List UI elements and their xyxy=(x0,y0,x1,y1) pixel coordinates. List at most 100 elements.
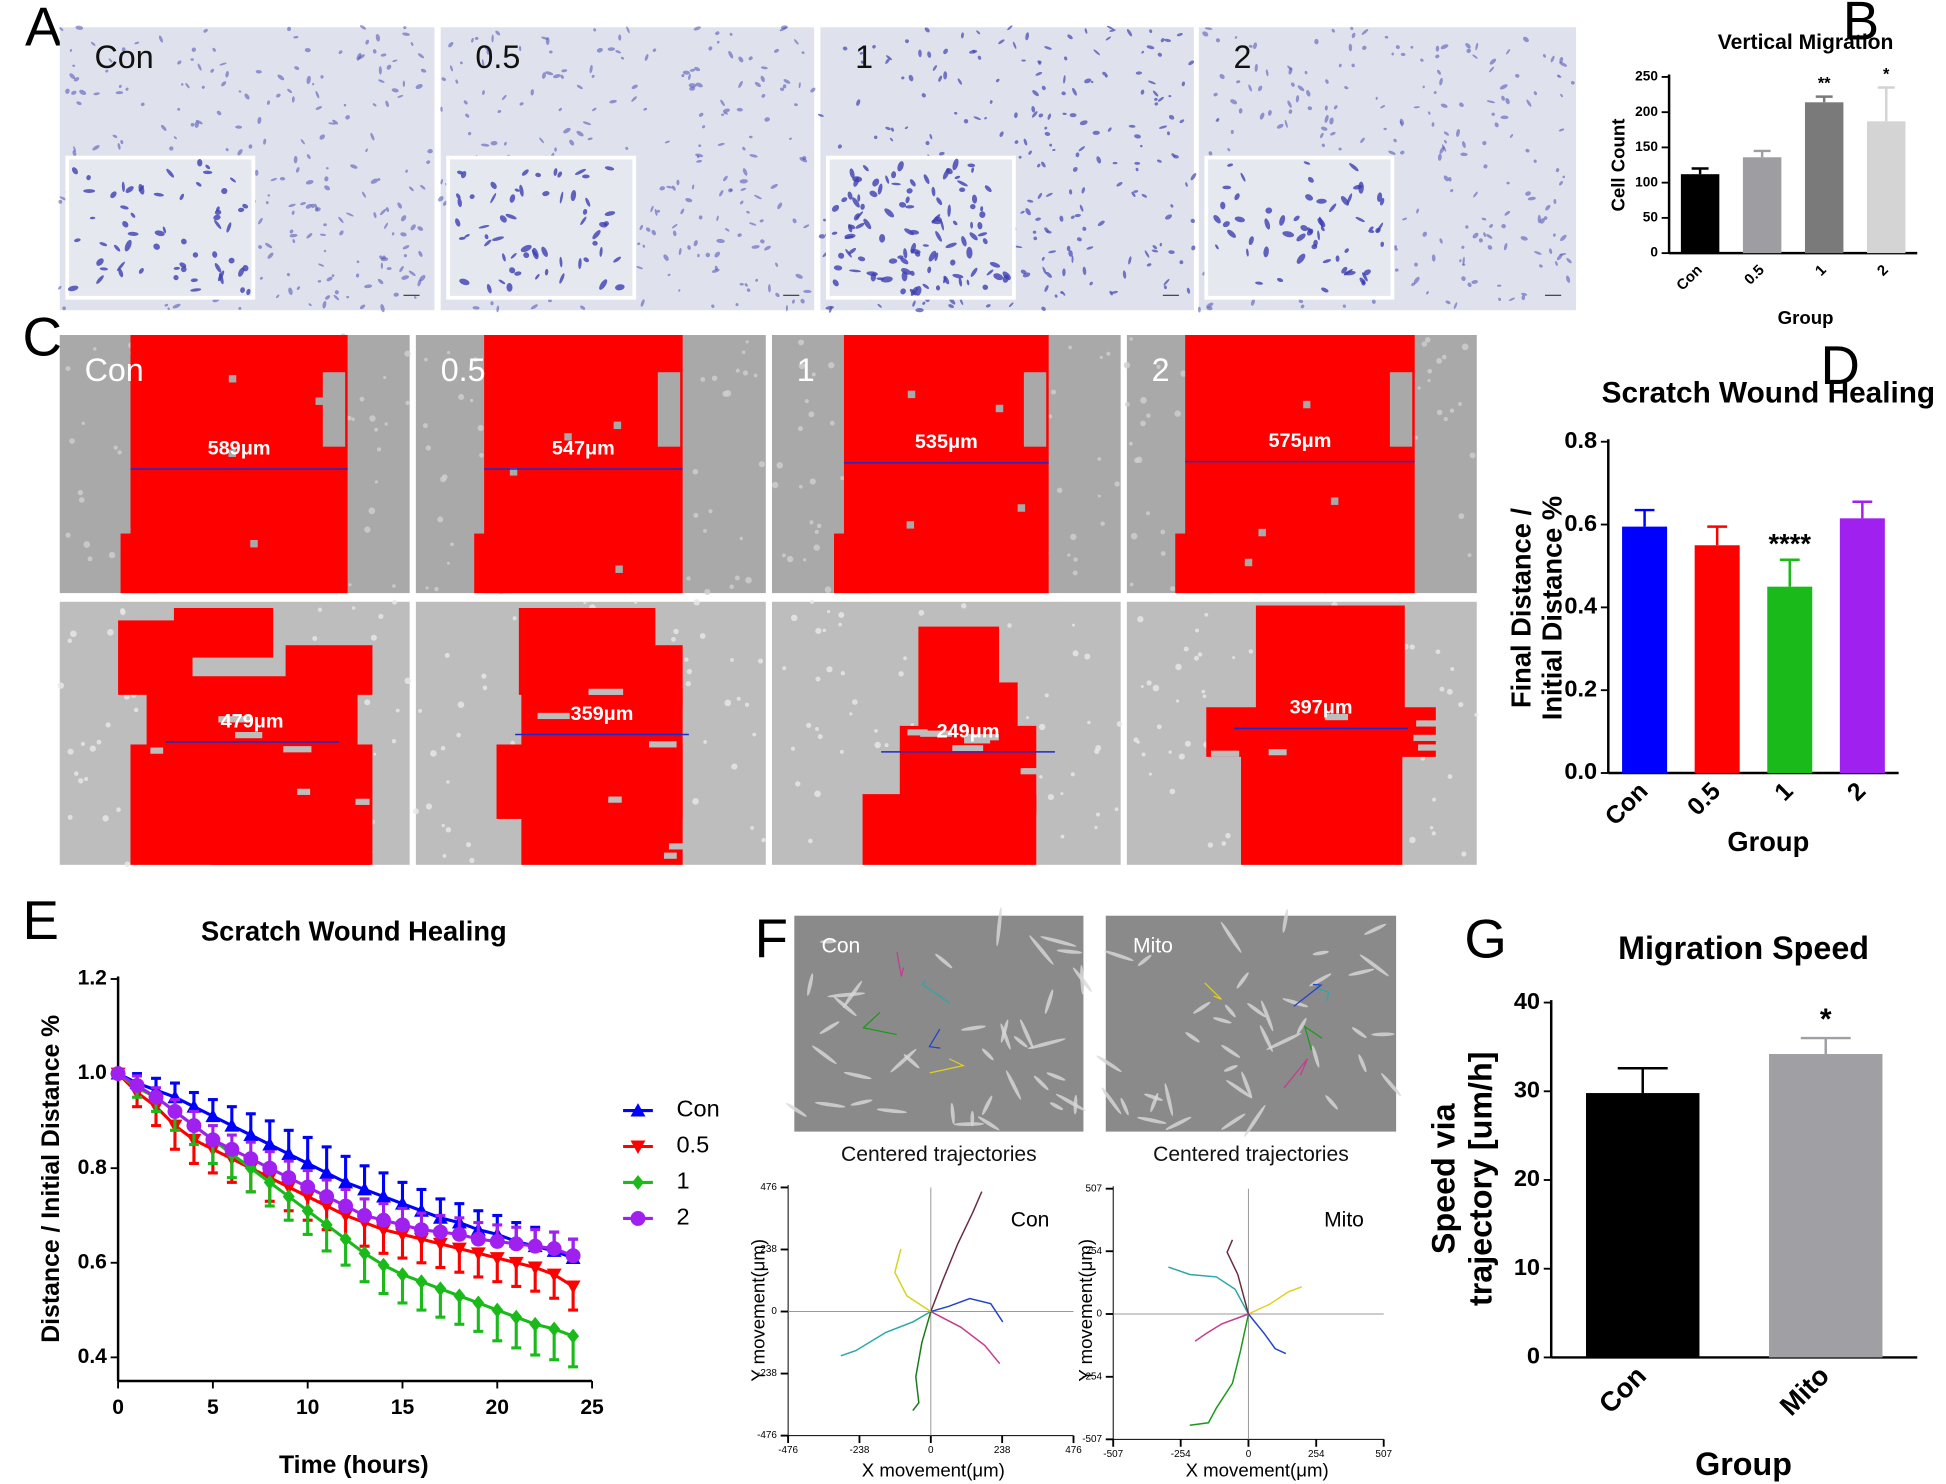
cell xyxy=(1341,266,1348,274)
cell xyxy=(1443,175,1449,182)
cell xyxy=(364,526,371,533)
marker xyxy=(338,1174,354,1189)
cell xyxy=(855,222,865,229)
cell xyxy=(1348,968,1375,976)
cell xyxy=(1157,52,1162,57)
cell xyxy=(696,159,703,163)
cell xyxy=(687,245,691,250)
cell xyxy=(1413,435,1419,440)
y-tick-label: 40 xyxy=(1514,988,1540,1014)
cell xyxy=(75,25,84,30)
cell xyxy=(1067,34,1073,40)
cell xyxy=(948,304,954,309)
cell xyxy=(1431,831,1436,836)
cell xyxy=(798,484,803,489)
cell xyxy=(786,1102,807,1117)
cell xyxy=(83,776,89,782)
x-tick-label: 476 xyxy=(1065,1445,1082,1456)
cell xyxy=(160,124,167,131)
marker xyxy=(510,1309,523,1325)
cell xyxy=(1154,97,1158,101)
cell xyxy=(1181,81,1185,87)
cell xyxy=(1031,105,1036,113)
cell xyxy=(1234,193,1240,201)
marker xyxy=(205,1108,221,1123)
cell xyxy=(1068,250,1073,257)
cell xyxy=(654,208,658,216)
cell xyxy=(1129,337,1133,341)
cell xyxy=(961,603,967,609)
cell xyxy=(553,74,561,79)
cell xyxy=(378,613,384,620)
cell xyxy=(67,814,73,820)
cell xyxy=(535,172,542,178)
cell xyxy=(267,194,271,197)
cell xyxy=(1303,161,1311,165)
cell xyxy=(1164,1083,1174,1117)
cell xyxy=(469,194,475,199)
cell xyxy=(569,139,575,146)
cell xyxy=(1021,59,1026,62)
cell xyxy=(1073,557,1078,562)
cell xyxy=(971,194,978,204)
wound-hole xyxy=(1258,528,1266,537)
cell xyxy=(1487,245,1493,250)
cell xyxy=(1040,936,1077,947)
marker xyxy=(262,1137,278,1151)
cell xyxy=(966,279,970,286)
cell xyxy=(708,46,713,51)
cell xyxy=(1041,85,1046,91)
cell xyxy=(1141,193,1148,198)
marker xyxy=(415,1274,428,1290)
cell xyxy=(1084,28,1088,34)
cell xyxy=(748,135,753,139)
cell xyxy=(509,194,516,203)
cell xyxy=(1306,228,1314,236)
cell xyxy=(375,33,381,42)
cell xyxy=(1220,921,1242,953)
cell xyxy=(380,304,385,313)
cell xyxy=(664,140,670,144)
cell xyxy=(1178,753,1185,760)
cell xyxy=(576,84,583,90)
cell xyxy=(1282,908,1289,933)
cell xyxy=(950,1102,955,1125)
cell xyxy=(1416,208,1419,214)
cell xyxy=(1399,118,1405,126)
cell xyxy=(270,177,278,182)
cell xyxy=(1122,270,1127,279)
cell xyxy=(898,671,904,677)
cell xyxy=(276,294,280,299)
wound-hole xyxy=(668,843,707,850)
cell xyxy=(1570,80,1575,85)
cell xyxy=(58,285,62,290)
cell xyxy=(1428,111,1431,115)
cell xyxy=(1377,192,1383,202)
cell xyxy=(938,151,945,156)
cell xyxy=(1144,1093,1163,1101)
cell xyxy=(852,699,858,705)
cell xyxy=(734,575,740,581)
x-axis-label: Group xyxy=(1695,1446,1792,1482)
cell xyxy=(876,1108,907,1114)
cell xyxy=(1426,291,1429,295)
cell xyxy=(127,231,139,236)
cell xyxy=(1222,185,1232,190)
cell xyxy=(308,303,312,307)
cell xyxy=(681,74,685,78)
cell xyxy=(1557,75,1562,78)
cell xyxy=(1250,298,1256,306)
cell xyxy=(311,203,315,209)
cell xyxy=(952,158,959,171)
bar xyxy=(1585,1093,1700,1358)
cell xyxy=(1160,551,1166,556)
bar xyxy=(1866,121,1906,254)
cell xyxy=(1324,105,1328,111)
cell xyxy=(1056,487,1063,494)
cell xyxy=(123,693,130,700)
cell xyxy=(1146,413,1151,418)
marker xyxy=(395,1196,410,1210)
cell xyxy=(1169,788,1176,795)
cell xyxy=(1156,159,1162,163)
